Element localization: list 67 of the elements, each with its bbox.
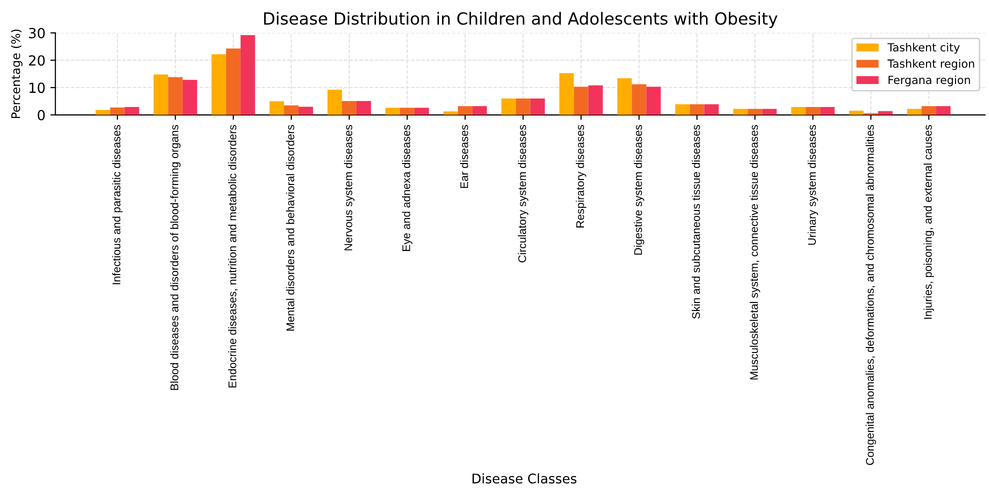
y-axis-title: Percentage (%) [11,30,22,118]
bar [559,73,574,115]
bar [922,106,936,115]
x-tick-label: Injuries, poisoning, and external causes [924,125,934,319]
bar [733,108,748,115]
bar [154,74,168,115]
x-axis-title: Disease Classes [472,473,576,484]
bar [226,48,241,115]
bar [588,85,603,115]
bar [574,86,588,115]
x-tick-label: Respiratory diseases [576,125,586,228]
x-tick-label: Congenital anomalies, deformations, and chromosomal abnormalities [866,124,876,465]
y-tick-label: 10 [30,82,45,94]
y-tick-label: 20 [29,55,45,66]
bar [212,54,226,115]
bar [878,111,893,115]
bar [806,106,820,115]
bar [516,98,530,115]
bar [342,100,356,115]
bar [632,84,646,115]
bar [110,108,125,115]
y-tick-label: 30 [29,28,45,38]
bar [96,110,110,115]
x-tick-label: Skin and subcutaneous tissue diseases [692,125,700,319]
x-tick-label: Endocrine diseases, nutrition and metabolic disorders [228,125,238,388]
bar [748,108,762,115]
bar [675,104,690,115]
bar [385,108,400,115]
chart-title: Disease Distribution in Children and Adolescents with Obesity [264,12,778,28]
bar [690,104,704,115]
bar [820,106,835,115]
bar [240,35,256,115]
bar [617,78,632,115]
bar [284,105,299,115]
bar [907,108,922,115]
x-tick-label: Nervous system diseases [344,125,354,250]
bar [762,108,777,115]
legend-label: Tashkent city [887,42,960,54]
bar [501,98,516,115]
x-tick-label: Musculoskeletal system, connective tissue diseases [750,125,760,380]
x-tick-label: Mental disorders and behavioral disorders [286,125,294,331]
bar [124,106,140,115]
y-tick-label: 0 [38,110,45,120]
x-tick-label: Circulatory system diseases [518,125,528,262]
bar [936,106,951,115]
legend-label: Tashkent region [887,59,974,70]
bar [356,100,371,115]
x-tick-label: Urinary system diseases [808,125,818,245]
bar [704,104,719,115]
bar [458,106,472,115]
bar [646,86,661,115]
x-tick-label: Infectious and parasitic diseases [112,125,123,284]
bar [270,101,284,115]
bar [400,108,414,115]
bar [530,98,545,115]
bar [791,106,806,115]
legend-label: Fergana region [888,76,970,86]
bar [182,80,198,115]
bar [328,90,342,115]
bar [472,106,487,115]
bar [168,77,183,115]
x-tick-label: Ear diseases [460,125,468,188]
bar [414,108,429,115]
x-tick-label: Eye and adnexa diseases [402,125,412,251]
x-tick-label: Blood diseases and disorders of blood-forming organs [170,125,181,390]
bar [298,106,314,115]
x-tick-label: Digestive system diseases [634,125,644,255]
